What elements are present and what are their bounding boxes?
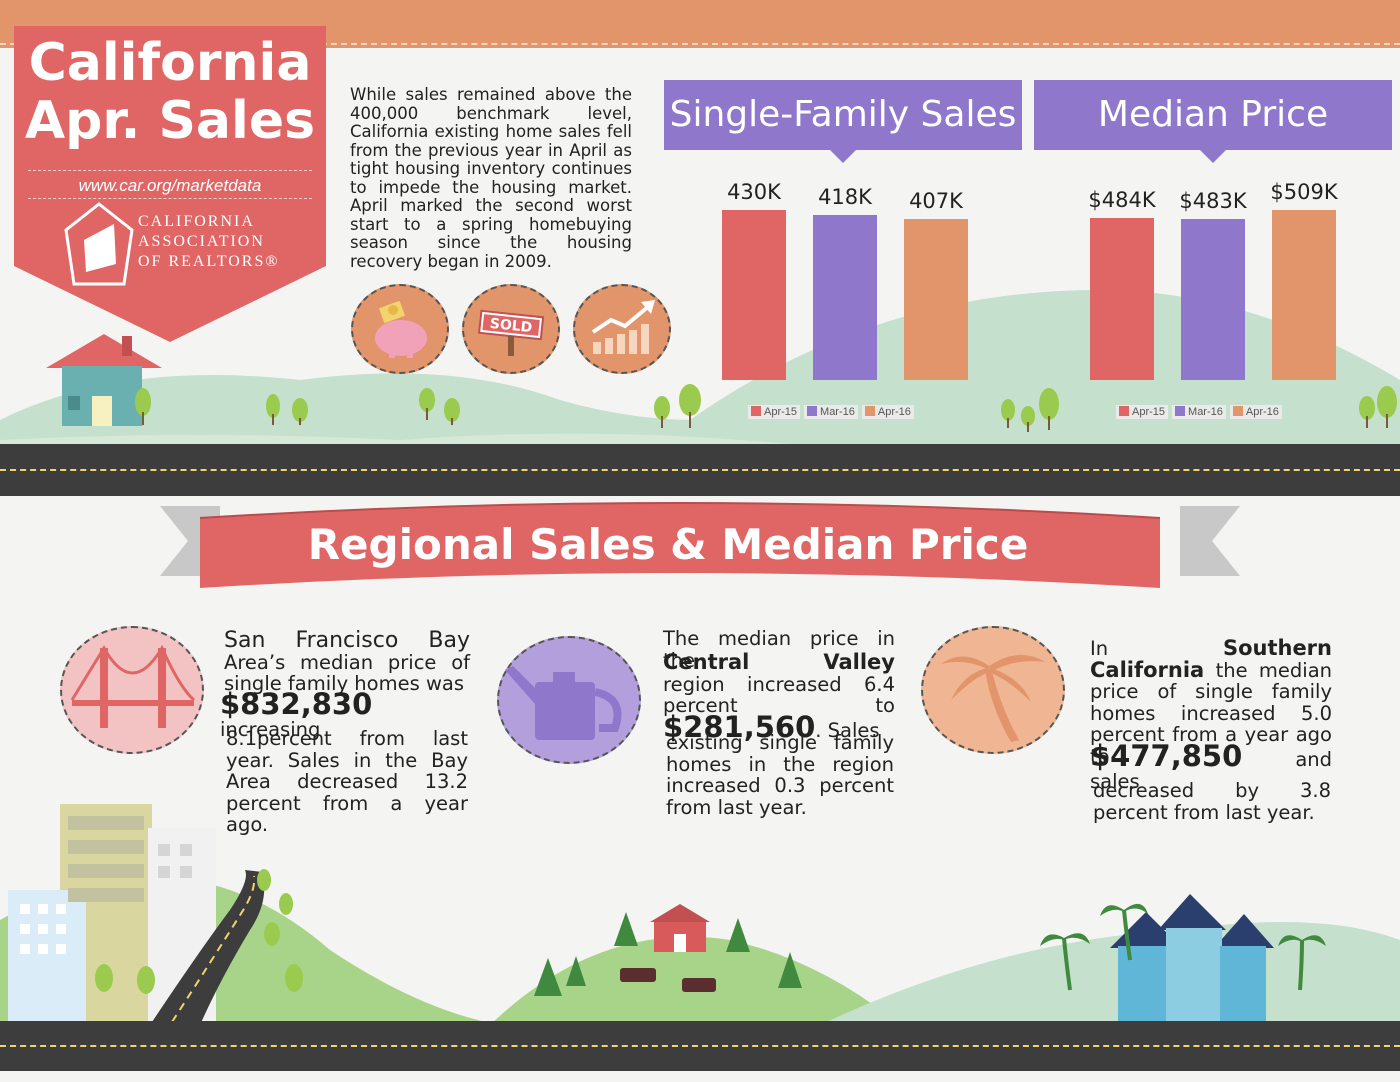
legend-item-Apr-16: Apr-16 — [861, 405, 914, 419]
chart2-legend: Apr-15 Mar-16 Apr-16 — [1116, 405, 1286, 419]
palm-tree-icon — [941, 654, 1045, 742]
chart1-label-Apr-15: 430K — [727, 180, 781, 204]
banner-title: California Apr. Sales — [14, 34, 326, 150]
sold-sign-text: SOLD — [489, 316, 533, 336]
legend-label: Apr-15 — [1132, 406, 1166, 418]
sold-sign-circle: SOLD — [462, 284, 560, 374]
chart-title-median-price: Median Price — [1034, 80, 1392, 150]
cv-region-name: Central Valley — [663, 650, 895, 674]
legend-swatch — [807, 406, 818, 416]
car-logo-icon — [64, 202, 134, 286]
growth-chart-circle — [573, 284, 671, 374]
house-icon — [46, 334, 162, 426]
bottom-scenery — [0, 804, 1400, 1025]
sf-median-price: $832,830 — [220, 687, 373, 721]
chart2-label-Apr-15: $484K — [1088, 188, 1156, 212]
sc-region-name: Southern California — [1090, 636, 1332, 682]
sc-price-line: $477,850 and sales — [1090, 742, 1332, 793]
chart1-legend: Apr-15 Mar-16 Apr-16 — [748, 405, 918, 419]
banner-title-line1: California — [28, 33, 312, 93]
legend-swatch — [751, 406, 761, 416]
growth-chart-icon — [591, 300, 655, 354]
cv-text0: The median price in the — [663, 627, 895, 672]
legend-label: Mar-16 — [820, 406, 855, 418]
chart2-pointer — [1198, 148, 1228, 163]
chart2-bar-Apr-15 — [1090, 218, 1154, 380]
logo-line3: OF REALTORS® — [138, 253, 280, 270]
intro-paragraph: While sales remained above the 400,000 b… — [350, 85, 632, 271]
legend-label: Apr-15 — [764, 406, 798, 418]
chart1-label-Mar-16: 418K — [818, 185, 872, 209]
cv-median-price: $281,560 — [663, 709, 816, 744]
single-family-sales-chart: 430K 418K 407K Apr-15 Mar-16 Apr-16 — [700, 170, 1000, 430]
chart1-bar-Apr-16 — [904, 219, 968, 380]
road-bottom-dash — [0, 1045, 1400, 1047]
chart2-bar-Mar-16 — [1181, 219, 1245, 380]
road-top-dash — [0, 469, 1400, 471]
piggy-bank-icon — [375, 300, 427, 358]
watering-can-icon — [505, 666, 622, 740]
watering-can-circle — [497, 636, 641, 764]
sf-price-line: $832,830 increasing — [220, 690, 470, 741]
cv-text-line: Central Valley region increased 6.4 perc… — [663, 650, 895, 744]
chart1-pointer — [828, 148, 858, 163]
chart2-label-Mar-16: $483K — [1179, 189, 1247, 213]
logo-line1: CALIFORNIA — [138, 213, 255, 230]
legend-label: Apr-16 — [877, 406, 911, 418]
chart1-bar-Apr-15 — [722, 210, 786, 380]
piggy-bank-circle — [351, 284, 449, 374]
cv-text2: . Sales — [815, 718, 880, 742]
regional-section-title: Regional Sales & Median Price — [307, 520, 1029, 569]
chart-title-single-family: Single-Family Sales — [664, 80, 1022, 150]
legend-item-Mar-16: Mar-16 — [1172, 405, 1226, 419]
sf-bay-text: San Francisco Bay Area’s median price of… — [224, 630, 470, 695]
car-logo-text: CALIFORNIA ASSOCIATION OF REALTORS® — [138, 212, 280, 272]
legend-item-Apr-16: Apr-16 — [1229, 405, 1282, 419]
chart2-label-Apr-16: $509K — [1270, 180, 1338, 204]
banner-divider-bottom — [28, 198, 312, 199]
chart2-bar-Apr-16 — [1272, 210, 1336, 380]
sf-text2: increasing — [220, 717, 321, 741]
sf-region-name: San Francisco Bay — [224, 628, 470, 653]
top-stripe-dash — [0, 43, 1400, 45]
median-price-chart: $484K $483K $509K Apr-15 Mar-16 Apr-16 — [1068, 170, 1368, 430]
golden-gate-bridge-icon — [70, 644, 196, 728]
sc-text-line: In Southern California the median price … — [1090, 636, 1332, 768]
legend-item-Apr-15: Apr-15 — [748, 405, 801, 419]
legend-swatch — [864, 406, 875, 416]
sf-text3: 8.1percent from last year. Sales in the … — [226, 727, 468, 836]
legend-item-Mar-16: Mar-16 — [804, 405, 858, 419]
sc-in: In — [1090, 637, 1109, 660]
sc-text1: the median price of single family homes … — [1090, 658, 1332, 768]
palm-tree-circle — [921, 626, 1065, 754]
legend-item-Apr-15: Apr-15 — [1116, 405, 1169, 419]
banner-url[interactable]: www.car.org/marketdata — [78, 176, 262, 195]
legend-label: Apr-16 — [1245, 406, 1279, 418]
legend-swatch — [1119, 406, 1129, 416]
chart1-label-Apr-16: 407K — [909, 189, 963, 213]
legend-label: Mar-16 — [1188, 406, 1223, 418]
chart1-bar-Mar-16 — [813, 215, 877, 380]
legend-swatch — [1175, 406, 1186, 416]
sc-text2: and sales — [1090, 748, 1332, 793]
banner-title-line2: Apr. Sales — [24, 91, 316, 151]
cv-text1: region increased 6.4 percent to — [663, 672, 895, 717]
cv-text3: existing single family homes in the regi… — [666, 731, 894, 819]
legend-swatch — [1232, 406, 1243, 416]
bridge-circle — [60, 626, 204, 754]
banner-divider-top — [28, 170, 312, 171]
sf-text1: Area’s median price of single family hom… — [224, 650, 470, 695]
sc-median-price: $477,850 — [1090, 739, 1243, 773]
section-ribbon — [160, 502, 1240, 588]
sc-text3: decreased by 3.8 percent from last year. — [1093, 779, 1331, 824]
sold-sign-icon: SOLD — [478, 309, 545, 356]
top-trees — [135, 384, 1397, 432]
logo-line2: ASSOCIATION — [138, 233, 265, 250]
